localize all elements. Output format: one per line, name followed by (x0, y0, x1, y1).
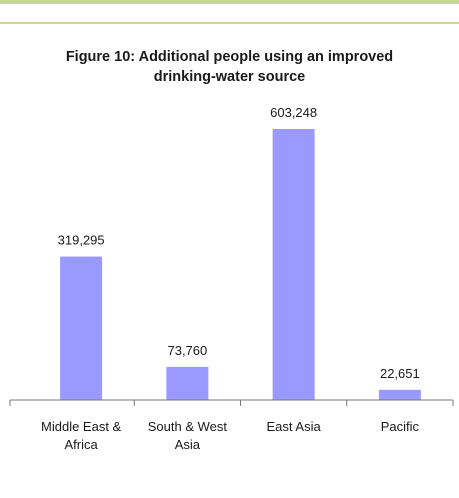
bar (60, 256, 103, 400)
chart-title-line-2: drinking-water source (153, 69, 306, 85)
data-label: 22,651 (380, 366, 420, 381)
bar (272, 129, 315, 400)
x-tick-label: Pacific (381, 419, 420, 434)
bar (378, 389, 421, 400)
x-tick-label: Asia (175, 437, 201, 452)
chart-title-line-1: Figure 10: Additional people using an im… (65, 49, 394, 65)
top-accent-rule (0, 0, 459, 4)
x-tick-label: Middle East & (41, 419, 122, 434)
x-tick-label: South & West (148, 419, 228, 434)
chart-title: Figure 10: Additional people using an im… (0, 47, 459, 87)
x-tick-label: East Asia (267, 419, 322, 434)
x-tick-label: Africa (65, 437, 99, 452)
data-label: 319,295 (58, 233, 105, 248)
data-label: 73,760 (167, 343, 207, 358)
data-label: 603,248 (270, 105, 317, 120)
bar (166, 366, 209, 400)
